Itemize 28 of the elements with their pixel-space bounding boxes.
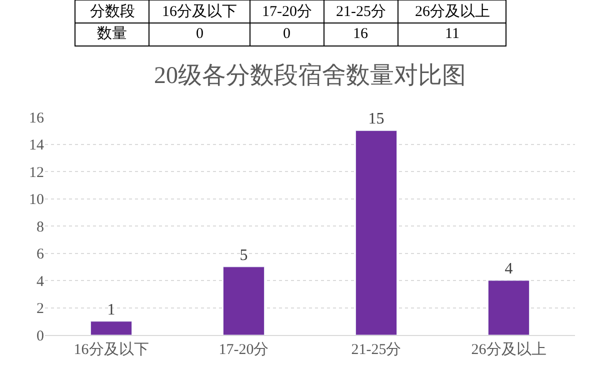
y-tick-label: 16 bbox=[29, 110, 44, 126]
text: 11 bbox=[445, 26, 460, 42]
x-tick-label: 17-20分 bbox=[218, 341, 269, 358]
y-tick-label: 14 bbox=[29, 138, 44, 154]
text: 17-20分 bbox=[262, 3, 312, 20]
y-tick-label: 12 bbox=[29, 164, 44, 181]
x-tick-label: 16分及以下 bbox=[74, 341, 149, 358]
data-label: 1 bbox=[107, 301, 116, 318]
text: 0 bbox=[283, 26, 290, 42]
data-label: 15 bbox=[368, 110, 384, 128]
y-tick-label: 6 bbox=[36, 246, 44, 262]
data-label: 4 bbox=[504, 260, 513, 278]
text: 16分及以下 bbox=[162, 3, 237, 20]
y-tick-label: 0 bbox=[36, 328, 44, 344]
y-tick-label: 10 bbox=[29, 192, 44, 208]
text: 16 bbox=[353, 26, 368, 42]
data-label: 5 bbox=[240, 246, 248, 264]
y-tick-label: 8 bbox=[36, 219, 44, 236]
chart-title: 20级各分数段宿舍数量对比图 bbox=[154, 62, 466, 89]
y-tick-label: 4 bbox=[36, 274, 44, 290]
text: 0 bbox=[196, 26, 204, 42]
x-tick-label: 21-25分 bbox=[351, 341, 402, 358]
text: 21-25分 bbox=[336, 3, 386, 20]
text: 数量 bbox=[97, 26, 127, 42]
text: 26分及以上 bbox=[415, 3, 490, 20]
text: 分数段 bbox=[90, 3, 135, 20]
x-tick-label: 26分及以上 bbox=[471, 341, 546, 358]
y-tick-label: 2 bbox=[36, 301, 44, 317]
